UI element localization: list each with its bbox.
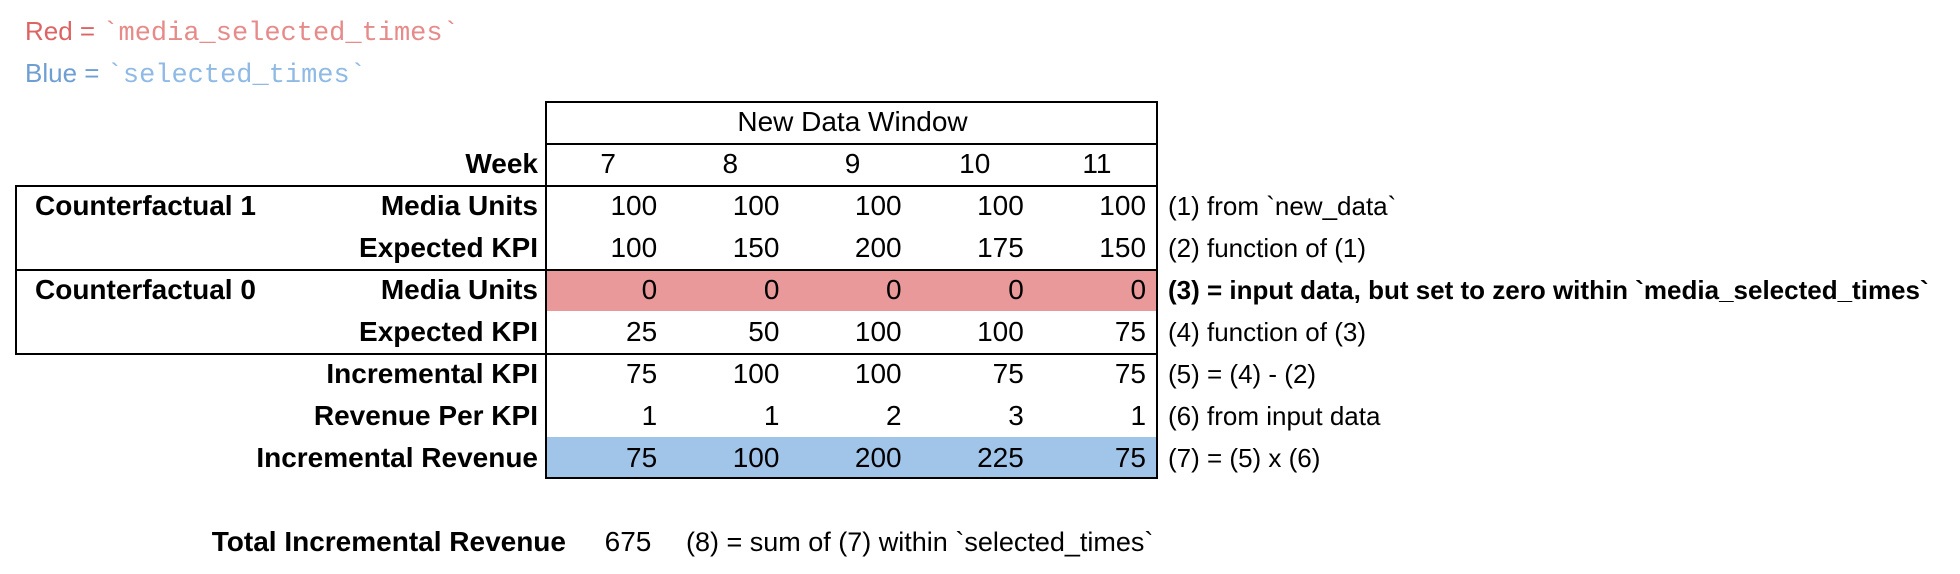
cell-value: 0 (886, 274, 902, 305)
annotation-2: (2) function of (1) (1168, 233, 1366, 263)
table-row: 100 100 100 100 100 (547, 185, 1158, 227)
cell-value: 100 (610, 232, 658, 263)
row-label-media-units-cf1: Media Units (380, 190, 538, 221)
total-incremental-revenue-label: Total Incremental Revenue (211, 526, 566, 557)
cell-value: 100 (732, 358, 780, 389)
table-header-new-data-window: New Data Window (737, 106, 968, 137)
cell-value: 75 (1114, 442, 1147, 473)
table-row-selected-times: 75 100 200 225 75 (547, 437, 1158, 479)
table-row: 75 100 100 75 75 (547, 353, 1158, 395)
cell-value: 1 (763, 400, 780, 431)
cell-value: 75 (626, 358, 658, 389)
annotation-1: (1) from `new_data` (1168, 191, 1397, 221)
cell-value: 0 (763, 274, 780, 305)
legend-blue-label: Blue = (25, 58, 107, 88)
legend-blue: Blue = `selected_times` (25, 58, 366, 91)
cell-value: 225 (977, 442, 1024, 473)
total-incremental-revenue-value: 675 (604, 526, 652, 557)
cell-value: 75 (1114, 316, 1147, 347)
cell-value: 75 (1114, 358, 1147, 389)
cell-value: 75 (992, 358, 1024, 389)
row-label-media-units-cf0: Media Units (380, 274, 538, 305)
cell-value: 75 (626, 442, 658, 473)
cell-value: 150 (732, 232, 780, 263)
cell-value: 2 (886, 400, 902, 431)
row-label-incremental-revenue: Incremental Revenue (256, 442, 538, 473)
cell-value: 100 (732, 442, 780, 473)
week-row-label: Week (465, 148, 538, 179)
cell-value: 175 (977, 232, 1024, 263)
cell-value: 100 (977, 190, 1024, 221)
cell-value: 0 (1130, 274, 1147, 305)
row-label-expected-kpi-cf0: Expected KPI (359, 316, 538, 347)
annotation-8: (8) = sum of (7) within `selected_times` (686, 527, 1154, 557)
cell-value: 100 (977, 316, 1024, 347)
cell-value: 200 (854, 232, 902, 263)
legend-red: Red = `media_selected_times` (25, 16, 459, 49)
cell-value: 100 (854, 190, 902, 221)
cell-value: 100 (610, 190, 658, 221)
week-value: 10 (959, 148, 991, 179)
row-label-expected-kpi-cf1: Expected KPI (359, 232, 538, 263)
table-row: 1 1 2 3 1 (547, 395, 1158, 437)
group-label-counterfactual-1: Counterfactual 1 (35, 190, 256, 221)
group-label-counterfactual-0: Counterfactual 0 (35, 274, 256, 305)
week-value: 8 (722, 148, 739, 179)
annotation-5: (5) = (4) - (2) (1168, 359, 1317, 389)
table-row: 100 150 200 175 150 (547, 227, 1158, 269)
cell-value: 150 (1099, 232, 1147, 263)
legend-red-label: Red = (25, 16, 103, 46)
cell-value: 3 (1008, 400, 1024, 431)
week-value: 9 (844, 148, 861, 179)
cell-value: 100 (732, 190, 780, 221)
cell-value: 25 (626, 316, 658, 347)
week-value: 11 (1082, 148, 1112, 179)
cell-value: 0 (1008, 274, 1024, 305)
week-row: 7 8 9 10 11 (547, 143, 1158, 185)
table-row-media-selected-times: 0 0 0 0 0 (547, 269, 1158, 311)
legend-red-code: `media_selected_times` (102, 19, 459, 49)
annotation-3: (3) = input data, but set to zero within… (1168, 275, 1929, 305)
row-label-revenue-per-kpi: Revenue Per KPI (313, 400, 538, 431)
cell-value: 100 (1099, 190, 1147, 221)
week-value: 7 (600, 148, 616, 179)
cell-value: 50 (748, 316, 780, 347)
annotation-6: (6) from input data (1168, 401, 1381, 431)
cell-value: 1 (641, 400, 658, 431)
cell-value: 200 (854, 442, 902, 473)
cell-value: 1 (1130, 400, 1147, 431)
legend-blue-code: `selected_times` (106, 61, 366, 91)
annotation-4: (4) function of (3) (1168, 317, 1366, 347)
cell-value: 0 (641, 274, 658, 305)
table-row: 25 50 100 100 75 (547, 311, 1158, 353)
row-label-incremental-kpi: Incremental KPI (326, 358, 538, 389)
cell-value: 100 (854, 358, 902, 389)
annotation-7: (7) = (5) x (6) (1168, 443, 1321, 473)
cell-value: 100 (854, 316, 902, 347)
